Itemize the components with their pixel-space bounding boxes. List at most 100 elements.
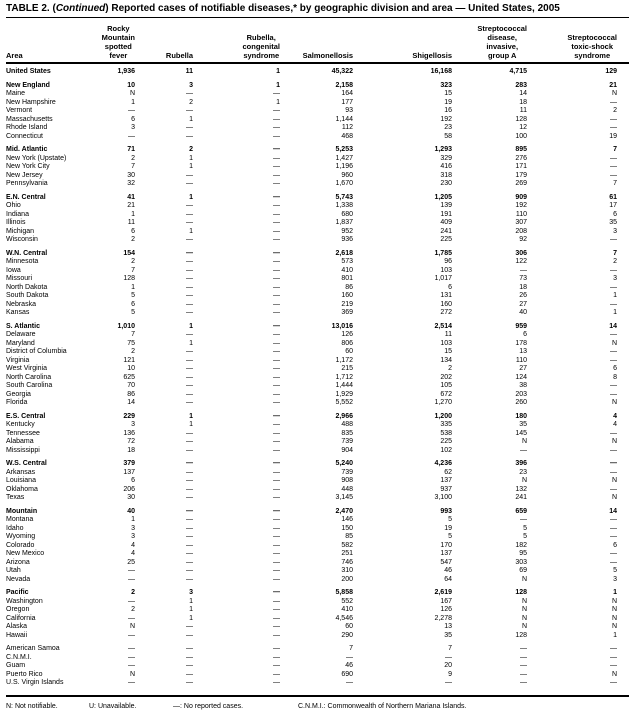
value-cell: 191 [440,210,452,218]
value-cell: 2 [131,258,135,265]
value-cell: N [611,90,617,97]
value-cell: 27 [519,300,527,308]
table-row: Pennsylvania 32 — — 1,670 230 269 7 [6,180,629,189]
value-cell: 1,270 [434,399,452,406]
value-cell: — [273,348,280,355]
value-cell: 7 [131,266,135,274]
value-cell: 1 [131,210,135,218]
value-cell: 6 [613,210,617,218]
area-cell: W.S. Central [6,460,47,467]
value-cell: 1 [189,115,193,123]
value-cell: — [128,679,135,686]
area-cell: District of Columbia [6,348,67,355]
area-cell: Hawaii [6,631,28,639]
value-cell: — [186,107,193,114]
value-cell: 45,322 [331,68,353,75]
value-cell: 6 [523,331,527,338]
value-cell: — [273,193,280,201]
value-cell: — [610,558,617,566]
area-cell: Delaware [6,331,36,338]
area-cell: Nebraska [6,300,36,308]
value-cell: 128 [515,115,527,123]
value-cell: 132 [515,485,527,493]
value-cell: — [610,460,617,467]
value-cell: — [273,236,280,243]
area-cell: Oklahoma [6,485,38,493]
value-cell: 103 [440,266,452,274]
value-cell: 112 [341,124,353,131]
area-cell: Connecticut [6,132,43,140]
value-cell: — [273,300,280,308]
value-cell: 2 [131,606,135,613]
value-cell: — [273,589,280,596]
column-header-rubella: Rubella [165,51,193,60]
value-cell: 895 [515,146,527,153]
value-cell: 959 [515,322,527,330]
value-cell: — [273,429,280,437]
value-cell: 137 [440,550,452,557]
value-cell: — [186,645,193,652]
value-cell: 177 [341,98,353,106]
value-cell: — [610,468,617,476]
value-cell: 136 [123,429,135,437]
area-cell: Maryland [6,339,35,347]
area-cell: Arizona [6,558,30,566]
value-cell: 7 [448,645,452,652]
value-cell: 121 [123,356,135,364]
value-cell: 128 [515,631,527,639]
value-cell: 208 [515,227,527,235]
value-cell: 7 [613,180,617,187]
table-row: Kentucky 3 1 — 488 335 35 4 [6,421,629,430]
column-header-salmonellosis: Salmonellosis [302,51,353,60]
table-row: Mississippi 18 — — 904 102 — — [6,447,629,456]
value-cell: 131 [440,292,452,299]
value-cell: 241 [440,227,452,235]
value-cell: — [273,507,280,515]
area-cell: C.N.M.I. [6,653,32,661]
value-cell: 6 [448,283,452,291]
value-cell: — [186,558,193,566]
area-cell: Nevada [6,575,31,583]
value-cell: 14 [519,90,527,97]
area-cell: Michigan [6,227,35,235]
table-row: Maine N — — 164 15 14 N [6,90,629,99]
value-cell: — [128,567,135,574]
area-cell: Virginia [6,356,30,364]
area-cell: Washington [6,597,43,605]
table-row: Montana 1 — — 146 5 — — [6,516,629,525]
value-cell: 488 [341,421,353,428]
value-cell: 2,618 [335,249,353,257]
value-cell: — [186,90,193,97]
area-cell: Mississippi [6,446,40,454]
value-cell: — [128,575,135,583]
value-cell: — [610,516,617,523]
value-cell: 1,936 [117,68,135,75]
value-cell: — [273,524,280,532]
value-cell: 307 [515,219,527,226]
table-row: W.S. Central 379 — — 5,240 4,236 396 — [6,455,629,469]
value-cell: — [273,446,280,454]
value-cell: 7 [349,645,353,652]
value-cell: — [186,365,193,372]
area-cell: New Hampshire [6,98,56,106]
area-cell: New York (Upstate) [6,154,67,162]
footnote-unavailable: U: Unavailable. [89,702,137,710]
value-cell: N [611,606,617,613]
value-cell: — [186,679,193,686]
area-cell: Puerto Rico [6,670,43,678]
value-cell: — [520,670,527,678]
value-cell: — [273,390,280,398]
value-cell: 128 [123,275,135,282]
value-cell: 100 [515,132,527,140]
column-header-area: Area [6,51,23,60]
area-cell: Ohio [6,202,21,209]
value-cell: — [186,533,193,540]
value-cell: 2,514 [434,322,452,330]
table-row: West Virginia 10 — — 215 2 27 6 [6,365,629,374]
table-row: American Samoa — — — 7 7 — — [6,640,629,654]
value-cell: — [186,653,193,661]
table-row: Iowa 7 — — 410 103 — — [6,267,629,276]
value-cell: 6 [131,300,135,308]
value-cell: 680 [341,210,353,218]
value-cell: N [521,477,527,484]
